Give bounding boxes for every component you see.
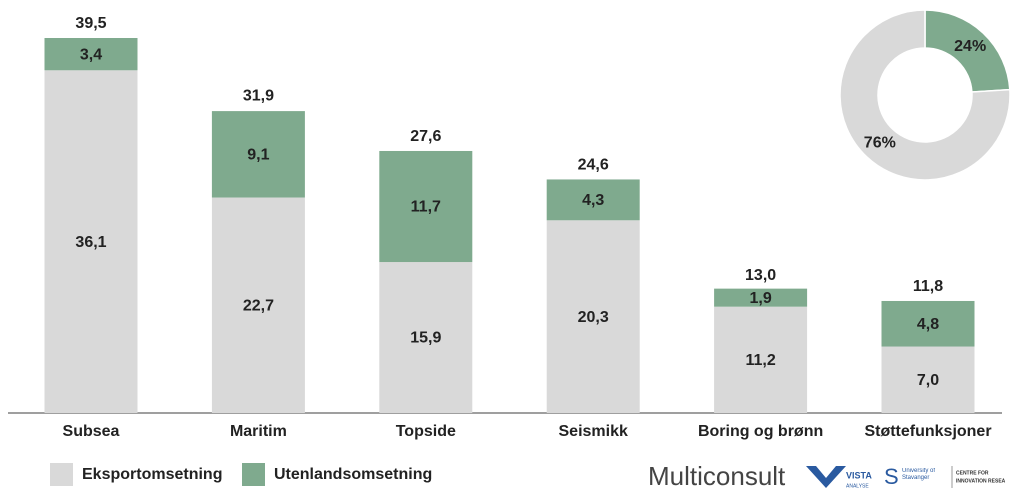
- bar-segment: [881, 346, 975, 413]
- value-label: 22,7: [243, 297, 274, 314]
- logo-vista-mark: [806, 466, 846, 488]
- total-label: 39,5: [75, 15, 106, 32]
- legend-label: Utenlandsomsetning: [274, 466, 432, 483]
- donut-label: 76%: [864, 134, 896, 151]
- logo-cir: INNOVATION RESEA: [956, 478, 1006, 484]
- value-label: 36,1: [75, 234, 106, 251]
- bar-segment: [546, 220, 640, 413]
- bar-segment: [211, 111, 305, 198]
- value-label: 7,0: [917, 372, 939, 389]
- legend-label: Eksportomsetning: [82, 466, 222, 483]
- total-label: 31,9: [243, 87, 274, 104]
- logos: Multiconsult VISTA ANALYSE S University …: [648, 461, 1006, 490]
- logo-cir: CENTRE FOR: [956, 470, 989, 476]
- value-label: 9,1: [247, 147, 269, 164]
- category-label: Boring og brønn: [698, 423, 823, 440]
- total-label: 24,6: [578, 157, 609, 174]
- bar-segment: [379, 262, 473, 413]
- value-label: 20,3: [578, 309, 609, 326]
- donut-label: 24%: [954, 38, 986, 55]
- value-label: 11,7: [411, 199, 441, 216]
- bar-segment: [211, 197, 305, 413]
- value-label: 4,8: [917, 316, 939, 333]
- logo-uis: University of Stavanger: [902, 468, 936, 481]
- value-label: 11,2: [745, 352, 775, 369]
- category-label: Maritim: [230, 423, 287, 440]
- legend-swatch: [242, 463, 265, 486]
- category-label: Subsea: [63, 423, 120, 440]
- bar-segment: [44, 70, 138, 414]
- donut-slice: [839, 9, 1010, 181]
- total-label: 13,0: [745, 267, 776, 284]
- total-label: 11,8: [913, 278, 943, 295]
- value-label: 3,4: [80, 46, 102, 63]
- logo-multiconsult: Multiconsult: [648, 461, 786, 490]
- bar-segment: [44, 38, 138, 71]
- logo-uis-mark: S: [884, 464, 899, 489]
- category-label: Støttefunksjoner: [864, 423, 991, 440]
- bar-segment: [546, 179, 640, 221]
- bar-segment: [379, 150, 473, 263]
- value-label: 1,9: [749, 290, 771, 307]
- bar-segment: [714, 288, 808, 307]
- legend-swatch: [50, 463, 73, 486]
- bar-segment: [714, 306, 808, 413]
- logo-vista-sub: ANALYSE: [846, 483, 869, 489]
- value-label: 15,9: [410, 330, 441, 347]
- value-label: 4,3: [582, 192, 604, 209]
- logo-uis-box: University of Stavanger: [902, 468, 936, 481]
- logo-vista: VISTA: [846, 470, 872, 480]
- category-label: Topside: [396, 423, 456, 440]
- bar-segment: [881, 300, 975, 347]
- category-label: Seismikk: [559, 423, 628, 440]
- total-label: 27,6: [410, 128, 441, 145]
